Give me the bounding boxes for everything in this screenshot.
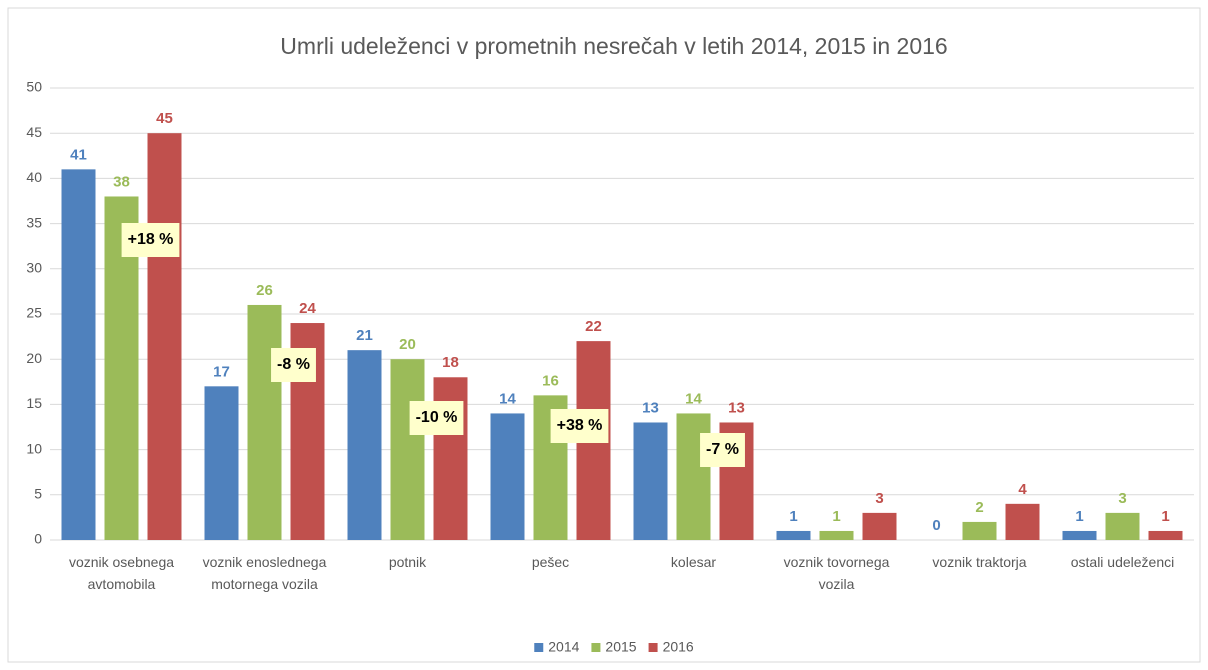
bar bbox=[862, 512, 897, 540]
bar bbox=[633, 422, 668, 540]
bar bbox=[204, 386, 239, 540]
annotation-box bbox=[700, 433, 745, 467]
annotation: +18 % bbox=[128, 231, 174, 248]
data-label: 17 bbox=[213, 363, 230, 380]
y-tick-label: 35 bbox=[26, 214, 42, 230]
y-tick-label: 5 bbox=[34, 486, 42, 502]
x-tick-label: pešec bbox=[532, 554, 569, 570]
data-label: 0 bbox=[932, 517, 940, 534]
y-tick-label: 15 bbox=[26, 395, 42, 411]
data-label: 20 bbox=[399, 336, 416, 353]
y-tick-label: 45 bbox=[26, 124, 42, 140]
bar bbox=[1062, 530, 1097, 540]
data-label: 1 bbox=[789, 508, 797, 525]
y-tick-label: 50 bbox=[26, 79, 42, 95]
data-label: 1 bbox=[1161, 508, 1169, 525]
data-label: 18 bbox=[442, 354, 459, 371]
bar bbox=[962, 521, 997, 540]
bar bbox=[347, 350, 382, 540]
annotation-box bbox=[409, 401, 464, 435]
chart-title: Umrli udeleženci v prometnih nesrečah v … bbox=[280, 33, 947, 59]
annotation-box bbox=[271, 348, 316, 382]
data-label: 13 bbox=[728, 399, 745, 416]
bar bbox=[61, 169, 96, 541]
data-label: 3 bbox=[1118, 490, 1126, 507]
annotation: +38 % bbox=[557, 417, 603, 434]
x-tick-label: ostali udeleženci bbox=[1071, 554, 1175, 570]
legend-swatch bbox=[534, 643, 544, 652]
annotation-box bbox=[121, 223, 180, 257]
data-label: 14 bbox=[499, 390, 516, 407]
data-label: 38 bbox=[113, 173, 130, 190]
y-tick-label: 0 bbox=[34, 531, 42, 547]
data-label: 14 bbox=[685, 390, 702, 407]
legend-swatch bbox=[648, 643, 658, 652]
x-tick-label: voznik traktorja bbox=[932, 554, 1026, 570]
y-tick-label: 40 bbox=[26, 169, 42, 185]
y-tick-label: 20 bbox=[26, 350, 42, 366]
data-label: 13 bbox=[642, 399, 659, 416]
annotation-box bbox=[550, 409, 609, 443]
x-tick-label: kolesar bbox=[671, 554, 716, 570]
data-label: 4 bbox=[1018, 481, 1027, 498]
x-tick-label: voznik enoslednega motornega vozila bbox=[203, 554, 327, 592]
y-tick-label: 10 bbox=[26, 440, 42, 456]
bar bbox=[819, 530, 854, 540]
chart-border bbox=[7, 7, 1201, 663]
legend-label: 2014 bbox=[548, 639, 579, 655]
bar bbox=[390, 359, 425, 540]
y-tick-label: 25 bbox=[26, 305, 42, 321]
legend-swatch bbox=[591, 643, 601, 652]
data-label: 22 bbox=[585, 318, 602, 335]
annotation: -10 % bbox=[416, 409, 458, 426]
data-label: 16 bbox=[542, 372, 559, 389]
annotation: -7 % bbox=[706, 441, 739, 458]
x-tick-label: voznik tovornega vozila bbox=[784, 554, 890, 592]
bar bbox=[776, 530, 811, 540]
y-tick-label: 30 bbox=[26, 260, 42, 276]
legend-label: 2016 bbox=[663, 639, 694, 655]
data-label: 2 bbox=[975, 499, 983, 516]
bar bbox=[1105, 512, 1140, 540]
bar bbox=[247, 304, 282, 540]
data-label: 21 bbox=[356, 327, 373, 344]
data-label: 1 bbox=[1075, 508, 1083, 525]
data-label: 26 bbox=[256, 282, 273, 299]
annotation: -8 % bbox=[277, 356, 310, 373]
bar bbox=[1005, 503, 1040, 540]
data-label: 41 bbox=[70, 146, 87, 163]
data-label: 45 bbox=[156, 110, 173, 127]
bar bbox=[676, 413, 711, 540]
bar bbox=[1148, 530, 1183, 540]
x-tick-label: voznik osebnega avtomobila bbox=[69, 554, 174, 592]
bar bbox=[147, 133, 182, 540]
data-label: 3 bbox=[875, 490, 883, 507]
x-tick-label: potnik bbox=[389, 554, 427, 570]
data-label: 24 bbox=[299, 300, 316, 317]
legend-label: 2015 bbox=[605, 639, 636, 655]
bar bbox=[490, 413, 525, 540]
data-label: 1 bbox=[832, 508, 840, 525]
